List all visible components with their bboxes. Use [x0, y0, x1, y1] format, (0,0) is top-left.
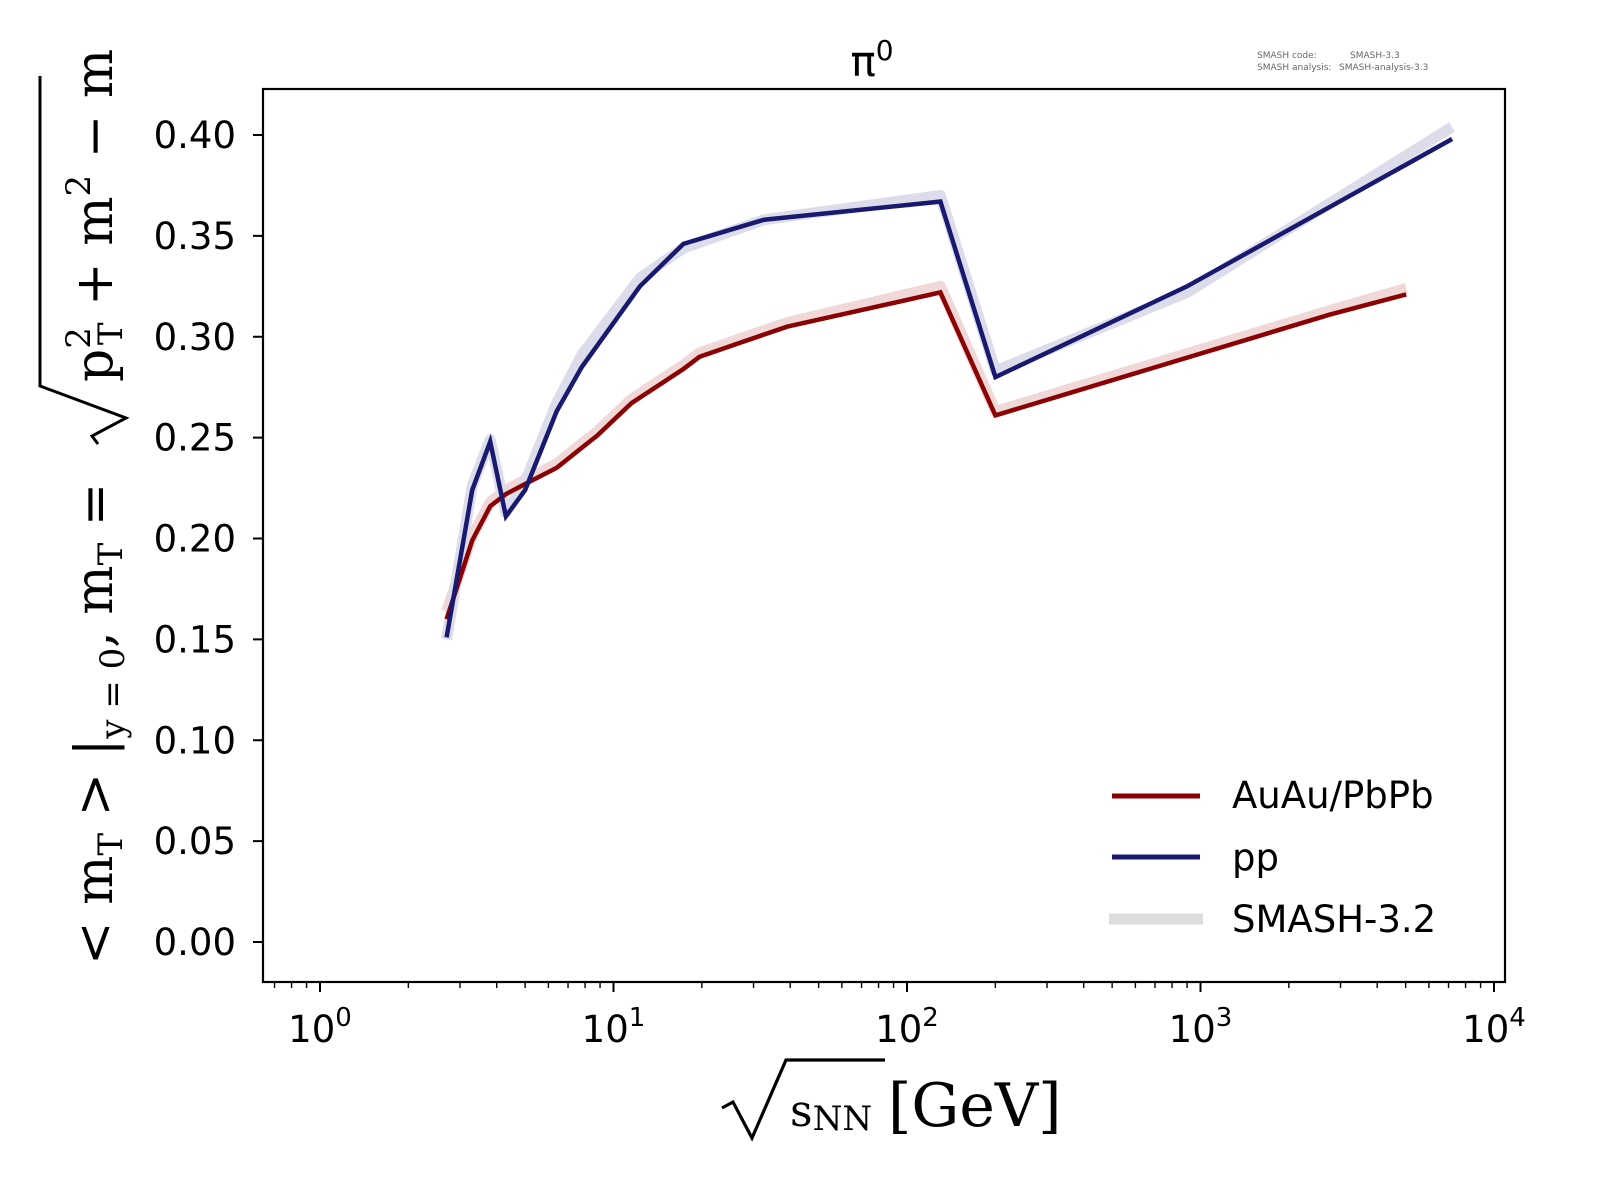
smash-analysis-label: SMASH analysis:: [1257, 63, 1331, 73]
y-axis-label: < mT > |y = 0, mT = p2T + m2 − m: [38, 49, 133, 965]
x-tick-label: 102: [875, 1003, 939, 1051]
y-tick-label: 0.30: [154, 316, 236, 359]
legend-label-pp: pp: [1232, 836, 1279, 879]
y-label-sub2: y = 0: [93, 648, 133, 740]
y-label-root-sup2: 2: [59, 175, 99, 197]
axes-frame: [261, 87, 1507, 984]
smash-code-label: SMASH code:: [1257, 51, 1317, 61]
y-label-tail: − m: [65, 49, 125, 175]
x-tick-label: 100: [288, 1003, 352, 1051]
series-layer: [441, 122, 1456, 641]
y-sqrt-symbol: [38, 76, 130, 445]
x-axis-label: sNN [GeV]: [721, 1058, 1062, 1142]
series-line-pp: [444, 137, 1454, 638]
y-tick-label: 0.40: [154, 114, 236, 157]
x-tick-label: 104: [1462, 1003, 1526, 1051]
y-label-root-sub: T: [91, 322, 131, 345]
y-tick-label: 0.00: [154, 921, 236, 964]
y-tick-label: 0.10: [154, 719, 236, 762]
y-axis: 0.00 0.05 0.10 0.15 0.20 0.25 0.30 0.35 0.40: [154, 114, 263, 964]
x-label-s: s: [790, 1086, 813, 1137]
x-tick-label: 101: [582, 1003, 646, 1051]
reference-line-pp: [441, 122, 1456, 641]
chart-title-sup: 0: [876, 34, 894, 67]
svg-text:sNN: sNN: [790, 1086, 872, 1139]
x-tick-label: 103: [1169, 1003, 1233, 1051]
smash-code-value: SMASH-3.3: [1350, 51, 1400, 61]
y-tick-label: 0.35: [154, 215, 236, 258]
y-label-root-p: p: [65, 349, 125, 382]
y-label-part4: =: [65, 483, 125, 543]
smash-analysis-value: SMASH-analysis-3.3: [1339, 63, 1428, 73]
sqrt-symbol: [721, 1058, 885, 1142]
y-label-part1: < m: [65, 856, 125, 965]
x-label-sub: NN: [813, 1099, 873, 1139]
y-label-sub3: T: [91, 542, 131, 565]
y-tick-label: 0.05: [154, 820, 236, 863]
legend-label-smash: SMASH-3.2: [1232, 898, 1436, 941]
y-label-root-sup: 2: [59, 327, 99, 349]
svg-text:p2T + m2 − m: p2T + m2 − m: [59, 49, 131, 382]
chart-title: π0: [850, 34, 893, 86]
y-tick-label: 0.20: [154, 518, 236, 561]
legend: AuAu/PbPb pp SMASH-3.2: [1109, 774, 1436, 941]
svg-text:< mT > |y = 0, mT =: < mT > |y = 0, mT =: [65, 483, 133, 965]
y-label-part2: > |: [65, 739, 125, 833]
x-label-unit: [GeV]: [888, 1071, 1062, 1141]
legend-label-auau: AuAu/PbPb: [1232, 774, 1434, 817]
x-axis: 100 101 102 103 104: [273, 982, 1526, 1051]
chart-title-base: π: [850, 37, 875, 86]
y-tick-label: 0.15: [154, 618, 236, 661]
y-label-part3: , m: [65, 565, 125, 647]
y-label-root-rest: + m: [65, 196, 125, 322]
y-label-sub1: T: [91, 833, 131, 856]
y-tick-label: 0.25: [154, 417, 236, 460]
